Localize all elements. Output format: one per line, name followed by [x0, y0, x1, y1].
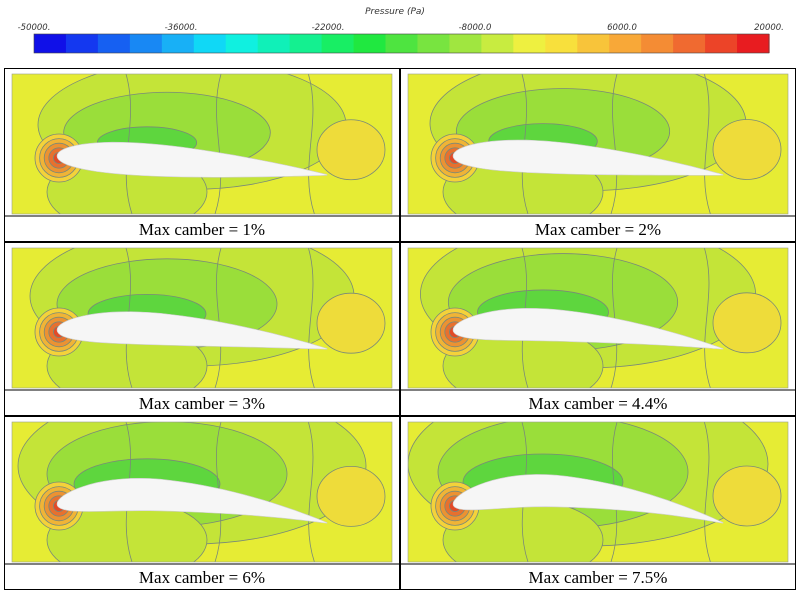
- contour-panel: Max camber = 2%: [400, 68, 796, 242]
- wake-contour: [712, 292, 782, 354]
- plot-frame: [11, 73, 393, 215]
- contour-grid: Max camber = 1% Max camber = 2% Max camber…: [4, 68, 796, 590]
- colorbar-swatch: [449, 34, 482, 53]
- colorbar-swatch: [321, 34, 355, 53]
- contour-panel: Max camber = 6%: [4, 416, 400, 590]
- contour-panel: Max camber = 1%: [4, 68, 400, 242]
- isobar-line: [308, 248, 315, 388]
- colorbar-swatch: [129, 34, 163, 53]
- airfoil-shape: [452, 139, 724, 176]
- panel-caption: Max camber = 3%: [139, 394, 265, 413]
- colorbar-tick-label: -36000.: [165, 23, 198, 33]
- colorbar-tick-label: -8000.0: [459, 23, 492, 33]
- pressure-field: [12, 248, 392, 388]
- panel-caption: Max camber = 2%: [535, 220, 661, 239]
- colorbar-swatch: [545, 34, 578, 53]
- colorbar-swatch: [481, 34, 514, 53]
- colorbar-swatch: [289, 34, 323, 53]
- plot-frame: [11, 247, 393, 389]
- wake-contour: [316, 292, 386, 354]
- airfoil-shape: [56, 477, 328, 524]
- airfoil-shape: [452, 474, 724, 524]
- colorbar-swatch: [609, 34, 642, 53]
- colorbar-frame: [33, 33, 770, 54]
- colorbar-swatch: [353, 34, 387, 53]
- panel-caption: Max camber = 4.4%: [529, 394, 668, 413]
- colorbar-tick-label: -22000.: [312, 23, 345, 33]
- contour-panels-svg: Max camber = 1% Max camber = 2% Max camber…: [4, 68, 796, 590]
- colorbar-swatch: [641, 34, 674, 53]
- colorbar-swatch: [97, 34, 131, 53]
- panel-caption: Max camber = 1%: [139, 220, 265, 239]
- isobar-line: [704, 74, 711, 214]
- airfoil-shape: [56, 141, 328, 178]
- colorbar-swatch: [737, 34, 770, 53]
- colorbar-swatch: [385, 34, 419, 53]
- airfoil-shape: [56, 311, 328, 350]
- isobar-line: [308, 74, 315, 214]
- plot-frame: [407, 247, 789, 389]
- contour-panel: Max camber = 3%: [4, 242, 400, 416]
- airfoil-shape: [452, 307, 724, 350]
- wake-contour: [316, 119, 386, 181]
- pressure-legend: Pressure (Pa) -50000. -36000. -22000. -8000…: [0, 0, 800, 66]
- colorbar-swatch: [65, 34, 99, 53]
- colorbar-tick-label: 20000.: [754, 23, 784, 33]
- colorbar-swatch: [225, 34, 259, 53]
- plot-frame: [407, 421, 789, 563]
- pressure-field: [12, 74, 392, 214]
- pressure-field: [12, 422, 392, 562]
- isobar-line: [214, 248, 222, 388]
- panel-caption: Max camber = 6%: [139, 568, 265, 587]
- colorbar-swatch: [417, 34, 451, 53]
- panel-caption: Max camber = 7.5%: [529, 568, 668, 587]
- plot-frame: [407, 73, 789, 215]
- colorbar-swatch: [673, 34, 706, 53]
- isobar-line: [704, 422, 711, 562]
- wake-contour: [712, 465, 782, 527]
- pressure-field: [408, 74, 788, 214]
- isobar-line: [308, 422, 315, 562]
- isobar-line: [214, 74, 222, 214]
- wake-contour: [316, 465, 386, 527]
- colorbar-swatch: [161, 34, 195, 53]
- colorbar-tick-label: -50000.: [18, 23, 51, 33]
- colorbar-title: Pressure (Pa): [365, 7, 425, 17]
- contour-panel: Max camber = 4.4%: [400, 242, 796, 416]
- wake-contour: [712, 119, 782, 180]
- colorbar-swatch: [577, 34, 610, 53]
- colorbar-swatch: [257, 34, 291, 53]
- colorbar-swatch: [513, 34, 546, 53]
- pressure-field: [408, 248, 788, 388]
- isobar-line: [610, 248, 618, 388]
- pressure-colorbar: Pressure (Pa) -50000. -36000. -22000. -8000…: [18, 7, 784, 54]
- pressure-field: [408, 422, 788, 562]
- colorbar-swatch: [34, 34, 67, 53]
- contour-panel: Max camber = 7.5%: [400, 416, 796, 590]
- colorbar-swatch: [705, 34, 738, 53]
- isobar-line: [610, 74, 618, 214]
- colorbar-swatch: [193, 34, 227, 53]
- plot-frame: [11, 421, 393, 563]
- isobar-line: [704, 248, 711, 388]
- colorbar-tick-label: 6000.0: [607, 23, 637, 33]
